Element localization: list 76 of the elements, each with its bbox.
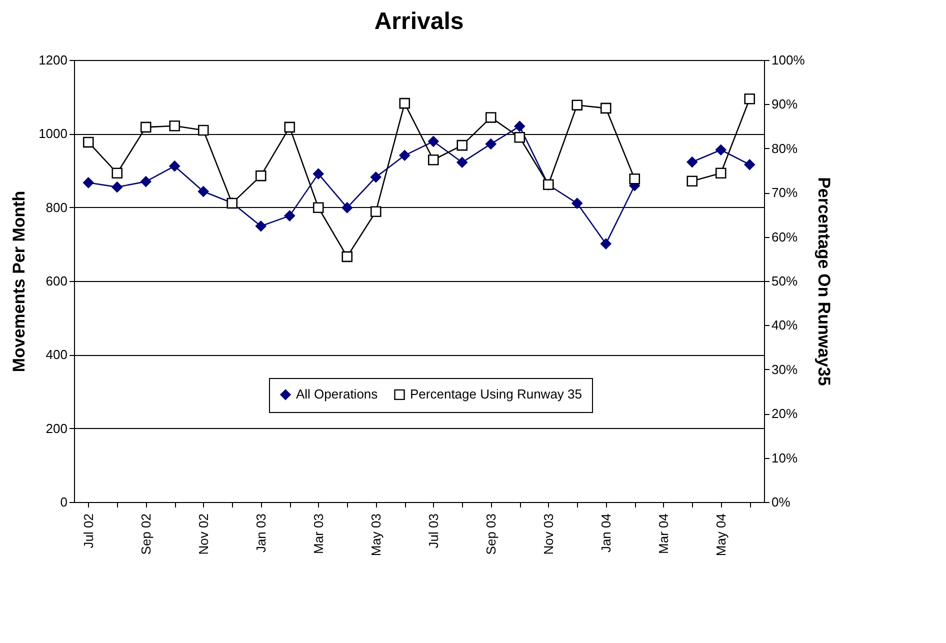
y2-tick-label: 20%	[772, 406, 798, 422]
point	[629, 174, 640, 184]
point	[342, 251, 353, 262]
y2-tick-label: 100%	[772, 52, 806, 68]
point	[456, 140, 468, 151]
point	[715, 168, 726, 179]
point	[312, 168, 324, 180]
point	[485, 138, 496, 150]
x-tick-label: Jan 04	[598, 514, 614, 553]
y-tick-label: 800	[46, 200, 68, 215]
point	[399, 98, 410, 109]
y2-tick-label: 50%	[772, 274, 798, 288]
y2-tick-label: 30%	[772, 362, 798, 377]
point	[198, 186, 209, 197]
point	[284, 122, 296, 133]
x-tick-label: Jan 03	[253, 514, 268, 553]
point	[514, 132, 526, 143]
point	[255, 170, 266, 182]
x-tick-label: Mar 03	[310, 514, 326, 554]
point	[112, 182, 123, 192]
x-tick-label: Sep 02	[138, 514, 154, 555]
y2-tick-label: 10%	[772, 450, 798, 466]
point	[686, 176, 698, 186]
point	[342, 202, 353, 214]
legend-label: Percentage Using Runway 35	[410, 386, 582, 402]
x-tick-label: May 04	[713, 514, 728, 556]
point	[600, 238, 612, 250]
chart-title: Arrivals	[374, 8, 464, 35]
point	[284, 210, 296, 222]
y-tick-label: 600	[46, 274, 68, 288]
y-axis-title: Movements Per Month	[10, 190, 29, 372]
y-tick-label: 200	[46, 420, 68, 436]
y2-tick-label: 0%	[772, 494, 791, 510]
y2-tick-label: 70%	[772, 185, 798, 200]
point	[572, 100, 583, 110]
point	[82, 177, 94, 188]
point	[514, 120, 526, 132]
x-tick-label: Jul 03	[426, 514, 441, 548]
point	[370, 206, 382, 217]
x-tick-label: Nov 02	[196, 514, 211, 555]
point	[198, 124, 209, 136]
point	[572, 198, 583, 209]
point	[600, 102, 612, 114]
y-tick-label: 400	[46, 347, 68, 362]
y-tick-label: 1000	[38, 126, 68, 142]
point	[456, 157, 468, 168]
x-tick-label: Mar 04	[656, 514, 671, 554]
y-tick-label: 0	[60, 494, 68, 510]
point	[169, 120, 180, 132]
x-tick-label: Nov 03	[540, 514, 556, 555]
point	[428, 136, 439, 147]
x-tick-label: Jul 02	[80, 514, 96, 548]
x-tick-label: Sep 03	[483, 514, 498, 555]
point	[312, 202, 324, 214]
point	[82, 136, 94, 148]
point	[715, 144, 726, 156]
point	[485, 112, 496, 123]
point	[686, 156, 698, 168]
point	[370, 172, 382, 183]
y2-tick-label: 40%	[772, 318, 798, 333]
point	[255, 220, 266, 232]
point	[744, 159, 756, 170]
point	[112, 168, 123, 179]
point	[169, 160, 180, 172]
point	[428, 154, 439, 166]
y2-tick-label: 80%	[772, 140, 798, 156]
x-tick-label: May 03	[368, 514, 384, 556]
point	[140, 176, 152, 187]
legend-label: All Operations	[296, 386, 378, 402]
point	[140, 122, 152, 133]
point	[744, 94, 756, 104]
y-tick-label: 1200	[38, 52, 68, 68]
point	[399, 150, 410, 161]
y2-axis-title: Percentage On Runway35	[814, 177, 834, 386]
y2-tick-label: 90%	[772, 96, 798, 112]
y2-tick-label: 60%	[772, 229, 798, 244]
